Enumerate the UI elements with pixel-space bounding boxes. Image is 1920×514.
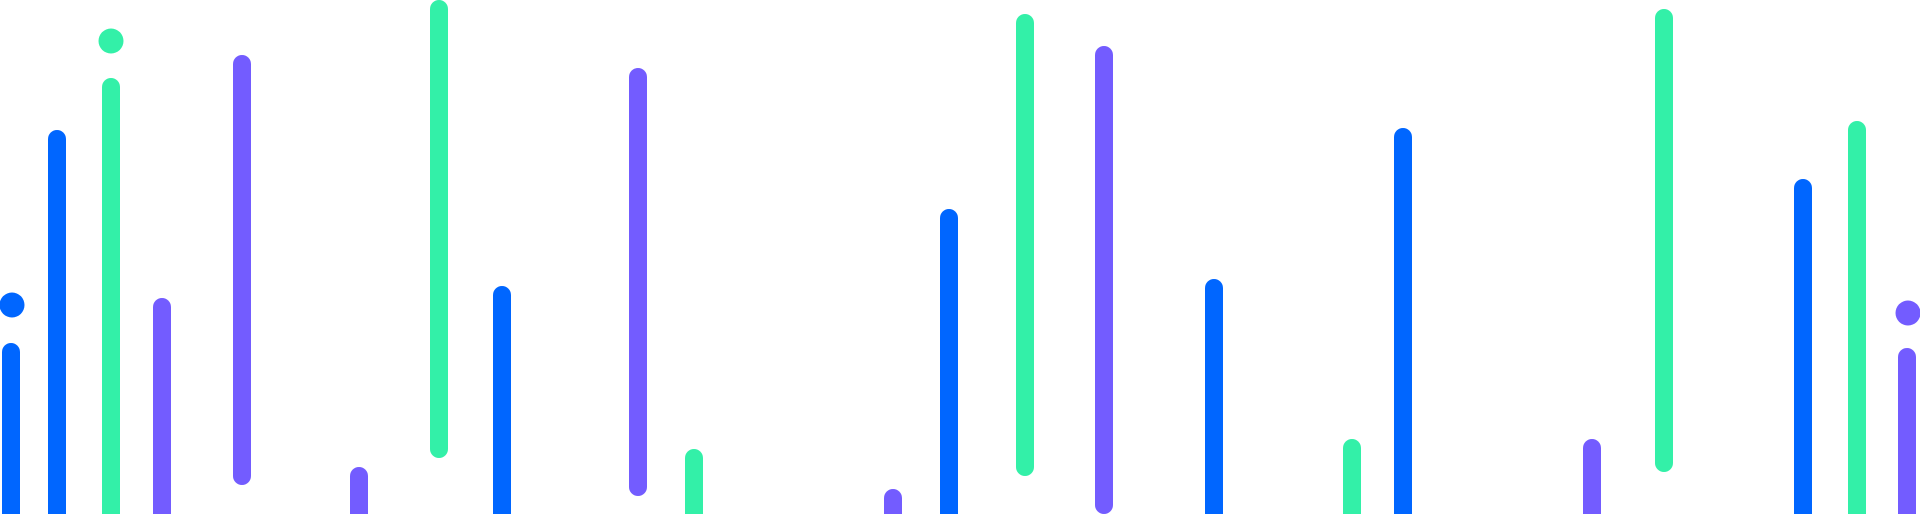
dot-green (98, 28, 124, 54)
vertical-line-purple (1583, 439, 1601, 514)
vertical-line-purple (233, 55, 251, 485)
vertical-line-purple (350, 467, 368, 514)
vertical-line-blue (2, 343, 20, 514)
vertical-line-green (1343, 439, 1361, 514)
vertical-line-green (102, 78, 120, 514)
vertical-line-purple (1095, 46, 1113, 514)
vertical-line-blue (1794, 179, 1812, 514)
vertical-line-purple (153, 298, 171, 514)
dot-blue (0, 292, 25, 318)
vertical-line-green (1848, 121, 1866, 514)
vertical-line-blue (940, 209, 958, 514)
vertical-line-purple (884, 489, 902, 514)
vertical-line-blue (48, 130, 66, 514)
vertical-line-purple (1898, 348, 1916, 514)
dot-purple (1895, 300, 1920, 326)
vertical-line-green (685, 449, 703, 514)
vertical-line-blue (1205, 279, 1223, 514)
vertical-line-purple (629, 68, 647, 496)
vertical-line-green (1016, 14, 1034, 476)
vertical-line-blue (1394, 128, 1412, 514)
vertical-line-green (1655, 9, 1673, 472)
vertical-line-green (430, 0, 448, 458)
vertical-line-blue (493, 286, 511, 514)
